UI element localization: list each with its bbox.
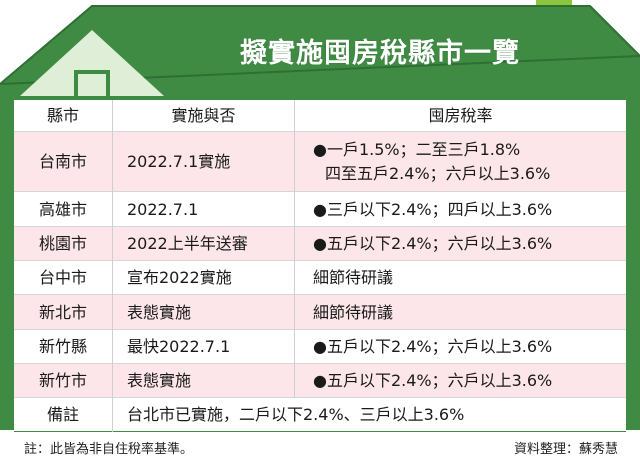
table-row: 台南市 2022.7.1實施 ●一戶1.5%；二至三戶1.8% 四至五戶2.4%… <box>14 132 626 192</box>
header-rate: 囤房稅率 <box>294 100 626 132</box>
rate-cell: ●三戶以下2.4%；四戶以上3.6% <box>294 192 626 227</box>
status-cell: 宣布2022實施 <box>112 261 294 295</box>
roof-illustration <box>0 0 640 100</box>
left-wall <box>0 92 14 430</box>
table-row: 高雄市 2022.7.1 ●三戶以下2.4%；四戶以上3.6% <box>14 192 626 227</box>
footnote: 註：此皆為非自住稅率基準。 <box>24 442 194 457</box>
status-cell: 2022上半年送審 <box>112 227 294 261</box>
city-cell: 新竹市 <box>38 371 87 390</box>
city-cell: 桃園市 <box>38 234 87 253</box>
table-row: 新北市 表態實施 細節待研議 <box>14 295 626 330</box>
table-row: 桃園市 2022上半年送審 ●五戶以下2.4%；六戶以上3.6% <box>14 227 626 261</box>
city-cell: 台南市 <box>38 152 87 171</box>
rate-line: 四至五戶2.4%；六戶以上3.6% <box>325 164 551 183</box>
rate-cell: 細節待研議 <box>294 295 626 330</box>
table-row: 新竹市 表態實施 ●五戶以下2.4%；六戶以上3.6% <box>14 364 626 398</box>
header-status: 實施與否 <box>112 100 294 132</box>
attic-window <box>74 70 110 100</box>
table-header: 縣市 實施與否 囤房稅率 <box>14 100 626 132</box>
source-credit: 資料整理：蘇秀慧 <box>513 442 618 457</box>
table-row: 新竹縣 最快2022.7.1 ●五戶以下2.4%；六戶以上3.6% <box>14 330 626 364</box>
roof-outline <box>0 5 640 86</box>
table-row: 台中市 宣布2022實施 細節待研議 <box>14 261 626 295</box>
city-cell: 新竹縣 <box>38 337 87 356</box>
rate-cell: ●五戶以下2.4%；六戶以上3.6% <box>294 227 626 261</box>
gable-inner <box>20 30 164 96</box>
rate-cell: 細節待研議 <box>294 261 626 295</box>
status-cell: 2022.7.1 <box>112 192 294 227</box>
status-cell: 2022.7.1實施 <box>112 132 294 192</box>
status-cell: 最快2022.7.1 <box>112 330 294 364</box>
city-cell: 高雄市 <box>38 200 87 219</box>
rate-line: ●一戶1.5%；二至三戶1.8% <box>313 140 521 159</box>
rate-cell: ●五戶以下2.4%；六戶以上3.6% <box>294 364 626 398</box>
rate-cell: ●一戶1.5%；二至三戶1.8% 四至五戶2.4%；六戶以上3.6% <box>294 132 626 192</box>
status-cell: 表態實施 <box>112 295 294 330</box>
remark-label: 備註 <box>46 405 79 424</box>
right-wall <box>626 92 640 430</box>
status-cell: 表態實施 <box>112 364 294 398</box>
page-title: 擬實施囤房稅縣市一覽 <box>240 38 520 69</box>
rate-cell: ●五戶以下2.4%；六戶以上3.6% <box>294 330 626 364</box>
city-cell: 新北市 <box>38 303 87 322</box>
remark-row: 備註 台北市已實施，二戶以下2.4%、三戶以上3.6% <box>14 398 626 432</box>
remark-text: 台北市已實施，二戶以下2.4%、三戶以上3.6% <box>112 398 626 432</box>
tax-table: 縣市 實施與否 囤房稅率 台南市 2022.7.1實施 ●一戶1.5%；二至三戶… <box>14 100 626 432</box>
footer: 註：此皆為非自住稅率基準。 資料整理：蘇秀慧 <box>0 432 640 460</box>
header-city: 縣市 <box>46 106 79 125</box>
city-cell: 台中市 <box>38 268 87 287</box>
